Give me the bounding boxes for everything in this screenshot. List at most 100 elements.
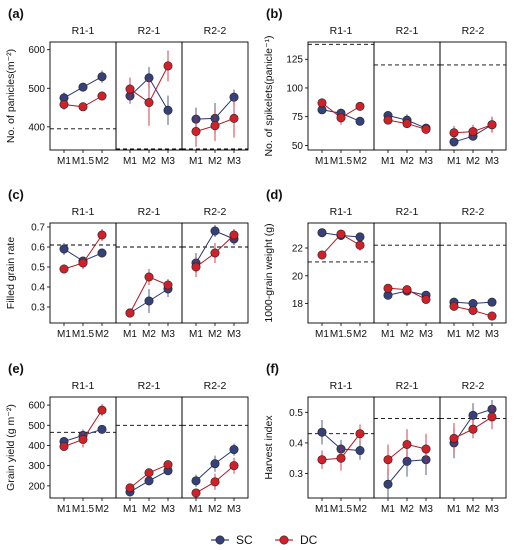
- facet-title: R2-2: [204, 206, 227, 218]
- facet-R1-1: R1-1 M1 M1.5 M2: [307, 25, 375, 167]
- facet-title: R2-2: [462, 206, 485, 218]
- y-tick-label: 22: [292, 244, 304, 255]
- data-point-DC: [336, 229, 346, 239]
- data-point-SC: [210, 226, 220, 236]
- y-tick-label: 50: [292, 141, 304, 152]
- y-tick-label: 500: [28, 421, 45, 432]
- x-tick-label: M1.5: [330, 156, 353, 167]
- data-point-DC: [163, 280, 173, 290]
- facet-title: R2-2: [204, 380, 227, 392]
- x-tick-label: M2: [95, 329, 109, 340]
- y-tick-label: 0.5: [289, 408, 303, 419]
- data-point-DC: [59, 264, 69, 274]
- facet-title: R2-1: [138, 380, 161, 392]
- x-tick-label: M1: [315, 156, 329, 167]
- x-tick-label: M2: [400, 504, 414, 515]
- y-tick-label: 600: [28, 45, 45, 56]
- facet-title: R1-1: [330, 206, 353, 218]
- y-tick-label: 100: [286, 83, 303, 94]
- x-tick-label: M3: [161, 504, 175, 515]
- x-tick-label: M2: [142, 329, 156, 340]
- facet-title: R2-2: [462, 380, 485, 392]
- y-tick-label: 400: [28, 122, 45, 133]
- x-tick-label: M2: [95, 156, 109, 167]
- data-point-DC: [336, 453, 346, 463]
- data-point-DC: [229, 461, 239, 471]
- data-point-DC: [78, 102, 88, 112]
- data-point-DC: [163, 61, 173, 71]
- data-point-SC: [97, 424, 107, 434]
- data-point-DC: [402, 285, 412, 295]
- x-tick-label: M2: [208, 329, 222, 340]
- data-point-SC: [355, 116, 365, 126]
- x-tick-label: M1: [57, 329, 71, 340]
- x-tick-label: M3: [485, 504, 499, 515]
- facet-R1-1: R1-1 M1 M1.5 M2: [49, 206, 117, 340]
- facet-R2-2: R2-2 M1 M2 M3: [439, 206, 507, 340]
- y-tick-label: 0.6: [31, 243, 45, 254]
- y-tick-label: 0.5: [31, 263, 45, 274]
- data-point-DC: [210, 121, 220, 131]
- data-point-DC: [191, 126, 201, 136]
- data-point-DC: [59, 441, 69, 451]
- x-tick-label: M3: [227, 329, 241, 340]
- facet-title: R2-2: [204, 25, 227, 37]
- x-tick-label: M1: [381, 329, 395, 340]
- data-point-DC: [144, 98, 154, 108]
- panel-label: (b): [266, 6, 283, 21]
- x-tick-label: M1: [123, 504, 137, 515]
- x-tick-label: M1.5: [330, 329, 353, 340]
- facet-R2-1: R2-1 M1 M2 M3: [373, 206, 441, 340]
- x-tick-label: M2: [400, 156, 414, 167]
- data-point-DC: [210, 248, 220, 258]
- chart-panel-b: (b) No. of spikelets(panicle⁻¹) 50 75 100 125…: [263, 6, 507, 167]
- facet-R2-1: R2-1 M1 M2 M3: [115, 206, 183, 340]
- data-point-DC: [210, 477, 220, 487]
- facet-title: R2-2: [462, 25, 485, 37]
- x-tick-label: M1: [315, 329, 329, 340]
- y-tick-label: 0.7: [31, 223, 45, 234]
- data-point-DC: [229, 113, 239, 123]
- data-point-DC: [317, 98, 327, 108]
- x-tick-label: M2: [208, 504, 222, 515]
- x-tick-label: M1: [381, 504, 395, 515]
- x-tick-label: M1.5: [330, 504, 353, 515]
- x-tick-label: M1: [57, 504, 71, 515]
- chart-panel-f: (f)Harvest index 0.30.40.5R1-1M1 M1.5 M2R2-…: [263, 361, 507, 515]
- facet-R2-1: R2-1 M1 M2 M3: [115, 25, 183, 167]
- legend-label: SC: [236, 533, 253, 547]
- facet-R2-1: R2-1 M1 M2 M3: [373, 25, 441, 167]
- data-point-DC: [468, 127, 478, 137]
- x-tick-label: M1: [123, 156, 137, 167]
- data-point-DC: [355, 240, 365, 250]
- y-axis-title: 1000-grain weight (g): [263, 223, 275, 322]
- panel-label: (a): [8, 6, 24, 21]
- x-tick-label: M3: [227, 156, 241, 167]
- x-tick-label: M2: [142, 156, 156, 167]
- facet-R2-2: R2-2 M1 M2 M3: [439, 380, 507, 515]
- x-tick-label: M3: [161, 329, 175, 340]
- facet-title: R2-1: [138, 206, 161, 218]
- data-point-DC: [78, 434, 88, 444]
- x-tick-label: M2: [142, 504, 156, 515]
- facet-R1-1: R1-1 M1 M1.5 M2: [307, 380, 375, 515]
- facet-R2-2: R2-2 M1 M2 M3: [181, 206, 249, 340]
- data-point-DC: [468, 424, 478, 434]
- y-axis-title: Grain yield (g m⁻²): [5, 404, 17, 491]
- data-point-SC: [97, 248, 107, 258]
- data-point-SC: [317, 228, 327, 238]
- facet-title: R1-1: [330, 25, 353, 37]
- facet-title: R2-1: [138, 25, 161, 37]
- data-point-DC: [383, 283, 393, 293]
- x-tick-label: M3: [419, 156, 433, 167]
- data-point-SC: [144, 296, 154, 306]
- data-point-DC: [125, 84, 135, 94]
- legend-marker: [279, 535, 289, 545]
- y-tick-label: 75: [292, 112, 304, 123]
- facet-title: R2-1: [396, 380, 419, 392]
- data-point-DC: [421, 124, 431, 134]
- x-tick-label: M1: [447, 156, 461, 167]
- facet-title: R2-1: [396, 206, 419, 218]
- data-point-DC: [421, 294, 431, 304]
